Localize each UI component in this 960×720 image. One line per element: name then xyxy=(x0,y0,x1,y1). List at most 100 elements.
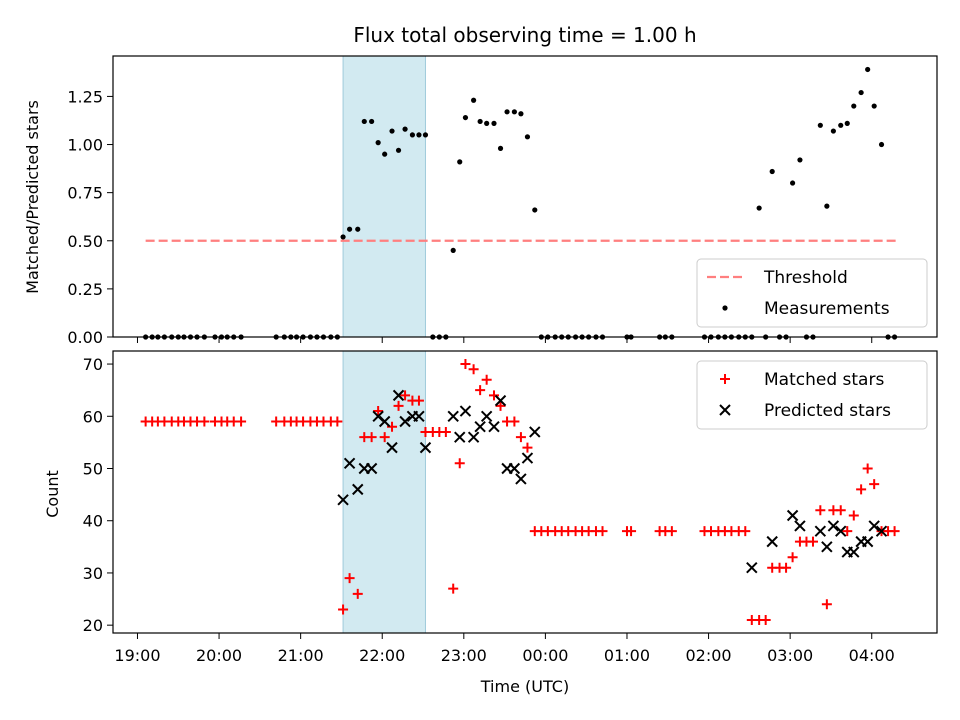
predicted-star-point xyxy=(392,389,405,402)
matched-star-point xyxy=(807,536,818,547)
measurement-point xyxy=(518,111,524,117)
bottom-axes-frame xyxy=(112,350,938,634)
matched-star-point xyxy=(344,573,355,584)
matched-star-point xyxy=(460,359,471,370)
top-legend-box xyxy=(696,258,928,328)
measurement-point xyxy=(789,180,796,186)
top-y-axis-label: Matched/Predicted stars xyxy=(23,100,42,294)
predicted-star-point xyxy=(848,546,860,558)
x-axis-label: Time (UTC) xyxy=(480,677,569,696)
predicted-star-point xyxy=(480,410,493,422)
matched-star-point xyxy=(373,406,384,417)
measurement-point xyxy=(355,226,361,232)
matched-star-point xyxy=(862,463,873,474)
measurement-point xyxy=(462,114,469,121)
matched-star-point xyxy=(199,416,210,427)
predicted-star-point xyxy=(521,452,534,464)
predicted-star-point xyxy=(386,441,398,454)
measurement-point xyxy=(830,128,836,134)
bottom-x-tick-label: 04:00 xyxy=(849,646,895,665)
bottom-legend-marker-matched-stars xyxy=(720,374,730,384)
predicted-star-point xyxy=(352,483,364,496)
measurement-point xyxy=(858,89,864,96)
predicted-star-point xyxy=(508,462,521,475)
measurement-point xyxy=(361,118,367,125)
matched-star-point xyxy=(495,400,506,411)
measurement-point xyxy=(389,128,395,134)
matched-star-point xyxy=(448,583,459,594)
measurement-point xyxy=(450,247,456,253)
measurement-point xyxy=(395,147,402,153)
bottom-x-tick-label: 21:00 xyxy=(278,646,324,665)
measurement-point xyxy=(878,141,885,148)
top-y-tick-label: 1.25 xyxy=(67,87,103,106)
matched-star-point xyxy=(856,484,867,495)
top-y-tick-label: 0.25 xyxy=(67,280,103,299)
matched-star-point xyxy=(338,604,349,615)
predicted-star-point xyxy=(529,426,541,438)
matched-star-point xyxy=(522,442,533,453)
chart-title: Flux total observing time = 1.00 h xyxy=(353,23,696,47)
top-legend-label: Measurements xyxy=(764,299,890,319)
matched-star-point xyxy=(468,364,479,375)
matched-star-point xyxy=(815,505,826,516)
bottom-y-tick-label: 20 xyxy=(83,616,103,635)
matched-star-point xyxy=(835,505,846,516)
matched-star-point xyxy=(515,432,526,443)
top-panel: 0.00 0.25 0.50 0.75 1.00 1.25 Threshold Measure… xyxy=(67,55,938,347)
predicted-star-point xyxy=(459,405,472,417)
top-y-tick-label: 0.50 xyxy=(67,232,103,251)
predicted-star-point xyxy=(875,525,888,537)
measurement-point xyxy=(497,145,504,151)
measurement-point xyxy=(477,118,483,125)
predicted-star-point xyxy=(378,415,391,428)
matched-star-point xyxy=(481,374,492,385)
measurement-point xyxy=(511,109,517,115)
bottom-x-tick-label: 01:00 xyxy=(604,646,650,665)
measurement-point xyxy=(340,234,346,240)
measurement-point xyxy=(457,159,463,165)
matched-star-point xyxy=(666,526,677,537)
measurement-point xyxy=(346,226,353,232)
matched-star-point xyxy=(352,588,363,599)
measurement-point xyxy=(532,207,538,213)
bottom-legend-marker-predicted-stars xyxy=(719,404,731,416)
predicted-star-point xyxy=(447,410,459,422)
bottom-legend-label: Matched stars xyxy=(764,370,884,390)
bottom-x-tick-label: 00:00 xyxy=(522,646,568,665)
measurement-point xyxy=(871,103,877,109)
matched-star-point xyxy=(869,479,880,490)
bottom-x-tick-label: 20:00 xyxy=(196,646,242,665)
measurement-point xyxy=(851,103,857,109)
matched-star-point xyxy=(889,526,900,537)
matched-star-point xyxy=(760,614,771,625)
bottom-x-tick-label: 22:00 xyxy=(359,646,405,665)
matched-star-point xyxy=(509,416,520,427)
matched-star-point xyxy=(787,552,798,563)
top-legend: Threshold Measurements xyxy=(696,258,928,328)
matched-star-point xyxy=(236,416,247,427)
measurement-point xyxy=(382,151,388,157)
measurement-point xyxy=(844,120,850,126)
predicted-star-point xyxy=(835,525,847,537)
matched-star-point xyxy=(440,426,451,437)
measurement-point xyxy=(817,122,823,128)
matched-star-point xyxy=(848,510,859,521)
predicted-star-point xyxy=(365,462,378,475)
matched-star-point xyxy=(488,390,499,401)
bottom-x-tick-label: 03:00 xyxy=(767,646,813,665)
predicted-star-point xyxy=(337,494,349,506)
bottom-y-tick-label: 60 xyxy=(83,407,103,426)
matched-star-point xyxy=(366,432,377,443)
bottom-y-tick-label: 40 xyxy=(83,512,103,531)
measurement-point xyxy=(756,205,762,211)
measurement-point xyxy=(797,157,803,163)
measurement-point xyxy=(416,132,422,138)
predicted-star-point xyxy=(821,541,833,553)
top-y-tick-label: 1.00 xyxy=(67,136,103,155)
measurement-point xyxy=(484,120,490,126)
matched-star-point xyxy=(740,526,751,537)
measurement-point xyxy=(471,97,477,103)
predicted-star-point xyxy=(488,421,500,433)
